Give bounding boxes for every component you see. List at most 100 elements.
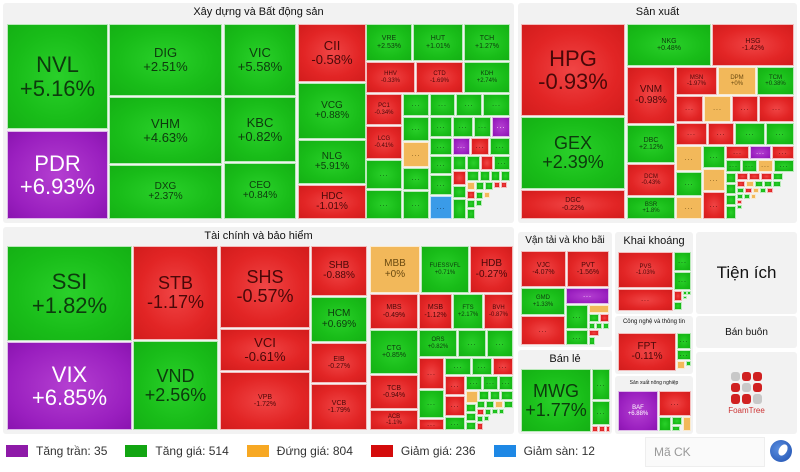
stock-tile-collapsed[interactable]	[746, 181, 754, 187]
foamtree-branding[interactable]: FoamTree	[696, 352, 797, 434]
stock-tile-nkg[interactable]: NKG +0.48%	[627, 24, 711, 66]
stock-tile-collapsed[interactable]: ...	[703, 192, 725, 219]
stock-tile-dbc[interactable]: DBC +2.12%	[627, 125, 675, 163]
stock-tile-collapsed[interactable]	[589, 330, 599, 336]
stock-tile-tcb[interactable]: TCB -0.94%	[370, 375, 418, 409]
stock-tile-collapsed[interactable]	[484, 416, 489, 421]
stock-tile-collapsed[interactable]: ...	[487, 330, 513, 357]
stock-tile-collapsed[interactable]: ...	[676, 172, 702, 196]
stock-tile-ors[interactable]: ORS +0.82%	[419, 330, 457, 357]
stock-tile-mbs[interactable]: MBS -0.49%	[370, 294, 418, 329]
stock-tile-collapsed[interactable]	[453, 156, 466, 170]
stock-tile-vic[interactable]: VIC +5.58%	[224, 24, 296, 96]
stock-tile-collapsed[interactable]: ...	[366, 160, 402, 189]
stock-tile-collapsed[interactable]	[492, 409, 498, 414]
stock-tile-collapsed[interactable]	[466, 413, 476, 421]
stock-tile-collapsed[interactable]	[476, 182, 484, 190]
stock-tile-hcm[interactable]: HCM +0.69%	[311, 297, 367, 342]
stock-tile-collapsed[interactable]: ...	[445, 376, 465, 395]
stock-tile-pc1[interactable]: PC1 -0.34%	[366, 94, 402, 125]
stock-tile-collapsed[interactable]: ...	[674, 252, 691, 271]
stock-tile-collapsed[interactable]: ...	[676, 123, 707, 145]
stock-tile-collapsed[interactable]	[467, 171, 479, 181]
stock-tile-hpg[interactable]: HPG -0.93%	[521, 24, 625, 116]
stock-tile-collapsed[interactable]	[687, 291, 691, 295]
stock-tile-collapsed[interactable]: ...	[430, 175, 452, 195]
stock-tile-vjc[interactable]: VJC -4.07%	[521, 251, 566, 287]
stock-tile-collapsed[interactable]: ...	[494, 156, 510, 170]
stock-tile-collapsed[interactable]	[606, 426, 610, 432]
stock-tile-collapsed[interactable]	[726, 173, 736, 183]
stock-tile-collapsed[interactable]	[504, 401, 513, 408]
stock-tile-collapsed[interactable]: ...	[403, 94, 429, 116]
stock-tile-nlg[interactable]: NLG +5.91%	[298, 140, 366, 184]
stock-search-input[interactable]: Mã CK	[645, 437, 765, 467]
stock-tile-gex[interactable]: GEX +2.39%	[521, 117, 625, 189]
stock-tile-collapsed[interactable]: ...	[445, 417, 465, 430]
stock-tile-hhv[interactable]: HHV -0.33%	[366, 62, 415, 93]
stock-tile-ctg[interactable]: CTG +0.85%	[370, 330, 418, 374]
stock-tile-collapsed[interactable]: ...	[677, 350, 691, 360]
stock-tile-collapsed[interactable]: ...	[472, 358, 492, 375]
stock-tile-bsr[interactable]: BSR +1.8%	[627, 197, 675, 219]
stock-tile-vnd[interactable]: VND +2.56%	[133, 341, 218, 430]
stock-tile-collapsed[interactable]	[726, 195, 736, 205]
stock-tile-collapsed[interactable]: ...	[726, 146, 749, 159]
stock-tile-collapsed[interactable]	[761, 173, 772, 180]
stock-tile-ctd[interactable]: CTD -1.69%	[416, 62, 463, 93]
stock-tile-collapsed[interactable]	[737, 181, 745, 187]
stock-tile-collapsed[interactable]	[760, 188, 766, 193]
stock-tile-collapsed[interactable]	[589, 337, 595, 345]
stock-tile-dgc[interactable]: DGC -0.22%	[521, 190, 625, 219]
stock-tile-collapsed[interactable]: ...	[659, 391, 691, 416]
stock-tile-dpm[interactable]: DPM +0%	[718, 67, 756, 95]
stock-tile-collapsed[interactable]: ...	[676, 96, 703, 122]
stock-tile-acb[interactable]: ACB -1.1%	[370, 410, 418, 430]
stock-tile-collapsed[interactable]	[466, 391, 478, 403]
stock-tile-collapsed[interactable]	[485, 409, 491, 415]
stock-tile-collapsed[interactable]: ...	[592, 369, 610, 400]
stock-tile-collapsed[interactable]	[726, 206, 736, 219]
stock-tile-mbb[interactable]: MBB +0%	[370, 246, 420, 293]
stock-tile-collapsed[interactable]: ...	[708, 123, 734, 145]
stock-tile-vix[interactable]: VIX +6.85%	[7, 342, 132, 430]
stock-tile-fuessvfl[interactable]: FUESSVFL +0.71%	[421, 246, 469, 293]
stock-tile-collapsed[interactable]: ...	[618, 289, 673, 311]
stock-tile-ssi[interactable]: SSI +1.82%	[7, 246, 132, 341]
stock-tile-collapsed[interactable]	[499, 409, 504, 414]
stock-tile-collapsed[interactable]	[672, 426, 680, 431]
stock-tile-collapsed[interactable]	[477, 416, 483, 422]
stock-tile-collapsed[interactable]	[485, 182, 493, 190]
stock-tile-collapsed[interactable]: ...	[430, 94, 455, 116]
stock-tile-collapsed[interactable]	[737, 188, 744, 193]
stock-tile-collapsed[interactable]: ...	[483, 94, 510, 116]
stock-tile-collapsed[interactable]	[481, 156, 493, 170]
stock-tile-collapsed[interactable]	[677, 361, 685, 369]
stock-tile-collapsed[interactable]	[686, 361, 691, 366]
stock-tile-vci[interactable]: VCI -0.61%	[220, 329, 310, 371]
stock-tile-mwg[interactable]: MWG +1.77%	[521, 369, 591, 432]
stock-tile-collapsed[interactable]	[767, 188, 773, 193]
stock-tile-shs[interactable]: SHS -0.57%	[220, 246, 310, 328]
stock-tile-collapsed[interactable]	[501, 182, 507, 188]
stock-tile-collapsed[interactable]	[466, 422, 476, 430]
stock-tile-collapsed[interactable]	[495, 401, 503, 408]
stock-tile-collapsed[interactable]	[467, 200, 475, 208]
stock-tile-collapsed[interactable]: ...	[499, 376, 513, 390]
stock-tile-collapsed[interactable]	[477, 401, 485, 408]
stock-tile-hdb[interactable]: HDB -0.27%	[470, 246, 513, 293]
stock-tile-collapsed[interactable]: ...	[704, 96, 731, 122]
legend-unchanged[interactable]: Đứng giá: 804	[246, 444, 353, 458]
stock-tile-lcg[interactable]: LCG -0.41%	[366, 126, 402, 159]
stock-tile-collapsed[interactable]: ...	[366, 190, 402, 219]
stock-tile-collapsed[interactable]: ...	[403, 142, 429, 167]
stock-tile-collapsed[interactable]	[589, 323, 595, 329]
legend-up[interactable]: Tăng giá: 514	[125, 444, 229, 458]
stock-tile-collapsed[interactable]: ...	[456, 94, 482, 116]
stock-tile-collapsed[interactable]	[596, 323, 602, 329]
stock-tile-collapsed[interactable]: ...	[419, 390, 444, 418]
stock-tile-collapsed[interactable]	[764, 181, 772, 187]
stock-tile-collapsed[interactable]	[589, 314, 599, 322]
stock-tile-tcm[interactable]: TCM +0.38%	[757, 67, 794, 95]
stock-tile-collapsed[interactable]	[589, 305, 609, 313]
